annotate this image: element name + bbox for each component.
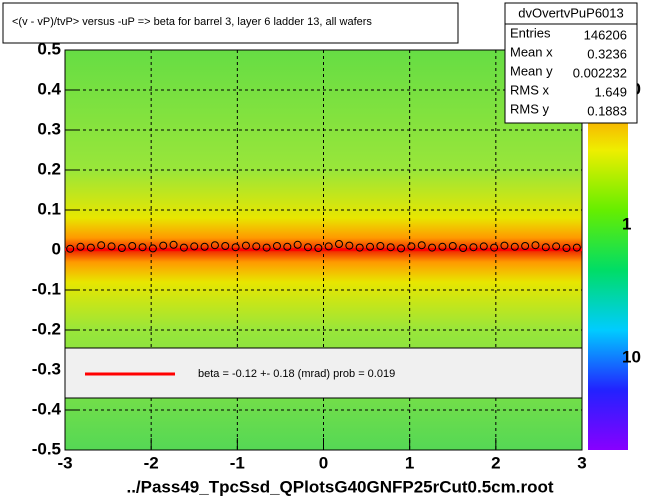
profile-point: [335, 240, 344, 248]
profile-point: [397, 244, 406, 253]
profile-point: [138, 243, 147, 252]
y-tick-label: -0.2: [32, 319, 61, 338]
x-tick-label: -3: [57, 453, 72, 472]
profile-point: [552, 242, 561, 251]
profile-point: [490, 243, 499, 252]
profile-point: [262, 243, 271, 252]
y-tick-label: -0.3: [32, 359, 61, 378]
stats-value: 1.649: [594, 84, 627, 99]
profile-point: [283, 242, 292, 251]
profile-point: [159, 241, 168, 250]
profile-point: [148, 244, 157, 253]
stats-label: RMS x: [510, 82, 550, 97]
profile-point: [210, 241, 219, 250]
profile-point: [407, 242, 416, 251]
y-tick-label: 0.3: [37, 119, 61, 138]
profile-point: [231, 243, 240, 252]
stats-label: Entries: [510, 25, 551, 40]
profile-point: [97, 241, 106, 250]
profile-point: [459, 244, 468, 252]
profile-point: [386, 243, 395, 252]
profile-point: [345, 241, 354, 250]
profile-point: [438, 242, 447, 251]
stats-label: RMS y: [510, 101, 550, 116]
x-axis-label: ../Pass49_TpcSsd_QPlotsG40GNFP25rCut0.5c…: [126, 477, 553, 496]
profile-point: [428, 243, 437, 252]
y-tick-label: 0.1: [37, 199, 61, 218]
profile-point: [324, 242, 333, 251]
stats-title: dvOvertvPuP6013: [518, 5, 624, 20]
profile-point: [252, 242, 261, 251]
y-tick-label: 0.5: [37, 39, 61, 58]
profile-point: [293, 240, 302, 249]
profile-point: [366, 242, 375, 251]
x-tick-label: 0: [319, 453, 328, 472]
profile-point: [314, 244, 323, 252]
y-tick-label: 0: [52, 239, 61, 258]
profile-point: [500, 241, 509, 250]
profile-point: [448, 242, 457, 250]
profile-point: [241, 241, 250, 250]
profile-point: [128, 242, 137, 250]
chart-title: <(v - vP)/tvP> versus -uP => beta for ba…: [12, 16, 372, 28]
y-tick-label: 0.2: [37, 159, 61, 178]
title-box: [2, 2, 459, 44]
x-tick-label: 3: [577, 453, 586, 472]
profile-point: [179, 243, 188, 252]
profile-point: [107, 242, 116, 251]
profile-point: [355, 243, 364, 252]
profile-point: [169, 240, 178, 249]
profile-point: [417, 241, 426, 250]
x-tick-label: -2: [144, 453, 159, 472]
stats-value: 0.002232: [573, 65, 627, 80]
profile-point: [200, 242, 209, 251]
profile-point: [521, 242, 530, 250]
profile-point: [86, 243, 95, 252]
z-tick-label: 10: [622, 347, 641, 366]
profile-point: [221, 242, 230, 250]
profile-point: [541, 243, 550, 252]
y-tick-label: 0.4: [37, 79, 61, 98]
x-tick-label: -1: [230, 453, 245, 472]
profile-point: [562, 244, 571, 252]
stats-value: 0.3236: [587, 46, 627, 61]
profile-point: [303, 243, 312, 252]
legend-text: beta = -0.12 +- 0.18 (mrad) prob = 0.019: [198, 368, 395, 380]
z-tick-label: 1: [622, 214, 631, 233]
stats-label: Mean y: [510, 63, 553, 78]
y-tick-label: -0.1: [32, 279, 61, 298]
profile-point: [117, 244, 126, 252]
profile-point: [272, 242, 281, 250]
profile-point: [66, 244, 75, 253]
stats-box: [504, 2, 638, 124]
y-tick-label: -0.5: [32, 439, 61, 458]
stats-label: Mean x: [510, 44, 553, 59]
profile-point: [510, 242, 519, 251]
profile-point: [190, 242, 199, 251]
x-tick-label: 1: [405, 453, 414, 472]
y-tick-label: -0.4: [32, 399, 62, 418]
profile-point: [76, 242, 85, 251]
stats-value: 0.1883: [587, 103, 627, 118]
stats-value: 146206: [584, 27, 627, 42]
x-tick-label: 2: [491, 453, 500, 472]
profile-point: [531, 241, 540, 250]
profile-point: [479, 242, 488, 251]
profile-point: [469, 243, 478, 252]
profile-point: [376, 242, 385, 250]
profile-point: [572, 243, 581, 252]
